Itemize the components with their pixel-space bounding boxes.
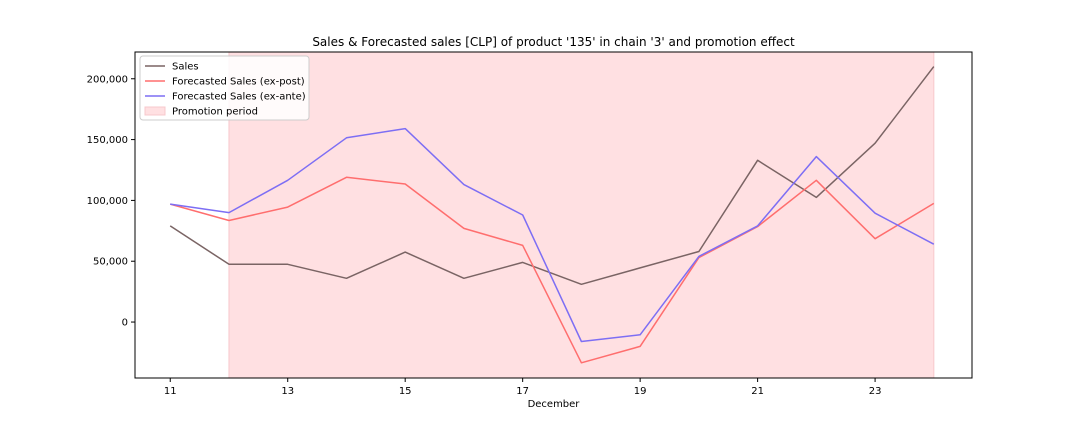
y-tick-label: 100,000 <box>87 196 128 207</box>
legend-label: Forecasted Sales (ex-post) <box>172 77 305 88</box>
legend: Sales Forecasted Sales (ex-post) Forecaste… <box>139 55 310 121</box>
x-tick-label: 21 <box>751 386 764 397</box>
y-tick-label: 50,000 <box>93 257 128 268</box>
promotion-period-band <box>228 51 935 379</box>
y-tick-label: 200,000 <box>87 74 128 85</box>
legend-label: Sales <box>172 62 199 73</box>
y-axis: 0 50,000 100,000 150,000 200,000 <box>87 74 135 329</box>
x-axis: 11 13 15 17 19 21 23 <box>164 378 882 397</box>
promotion-layer <box>228 51 935 379</box>
legend-label: Promotion period <box>172 107 258 118</box>
x-tick-label: 15 <box>399 386 412 397</box>
series-lines <box>169 66 935 364</box>
series-line-1 <box>169 176 935 364</box>
legend-label: Forecasted Sales (ex-ante) <box>172 92 306 103</box>
legend-box <box>139 55 310 121</box>
chart-title: Sales & Forecasted sales [CLP] of produc… <box>312 35 795 49</box>
series-line-0 <box>169 66 935 286</box>
x-axis-label: December <box>528 399 581 410</box>
y-tick-label: 0 <box>122 318 128 329</box>
x-tick-label: 13 <box>281 386 294 397</box>
series-line-2 <box>170 127 935 343</box>
plot-frame <box>134 51 973 379</box>
y-tick-label: 150,000 <box>87 135 128 146</box>
x-tick-label: 11 <box>164 386 177 397</box>
x-tick-label: 17 <box>516 386 529 397</box>
x-tick-label: 19 <box>634 386 647 397</box>
x-tick-label: 23 <box>869 386 882 397</box>
legend-swatch <box>144 106 166 116</box>
